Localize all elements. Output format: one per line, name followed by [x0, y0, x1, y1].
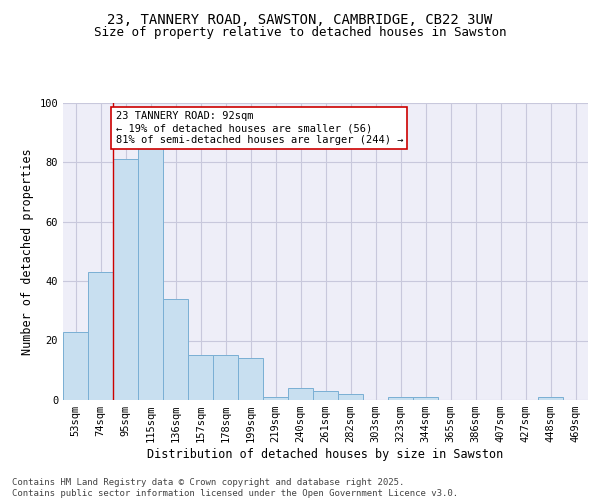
Text: Contains HM Land Registry data © Crown copyright and database right 2025.
Contai: Contains HM Land Registry data © Crown c…	[12, 478, 458, 498]
Bar	[138, 147, 163, 400]
Bar	[238, 358, 263, 400]
Bar	[313, 391, 338, 400]
Y-axis label: Number of detached properties: Number of detached properties	[21, 148, 34, 354]
Bar	[213, 356, 238, 400]
Bar	[63, 332, 88, 400]
Bar	[188, 356, 213, 400]
Text: Size of property relative to detached houses in Sawston: Size of property relative to detached ho…	[94, 26, 506, 39]
Text: 23, TANNERY ROAD, SAWSTON, CAMBRIDGE, CB22 3UW: 23, TANNERY ROAD, SAWSTON, CAMBRIDGE, CB…	[107, 12, 493, 26]
Bar	[388, 397, 413, 400]
Bar	[263, 397, 288, 400]
Bar	[538, 397, 563, 400]
Bar	[113, 159, 138, 400]
Text: 23 TANNERY ROAD: 92sqm
← 19% of detached houses are smaller (56)
81% of semi-det: 23 TANNERY ROAD: 92sqm ← 19% of detached…	[115, 112, 403, 144]
X-axis label: Distribution of detached houses by size in Sawston: Distribution of detached houses by size …	[148, 448, 503, 461]
Bar	[288, 388, 313, 400]
Bar	[163, 299, 188, 400]
Bar	[338, 394, 363, 400]
Bar	[413, 397, 438, 400]
Bar	[88, 272, 113, 400]
